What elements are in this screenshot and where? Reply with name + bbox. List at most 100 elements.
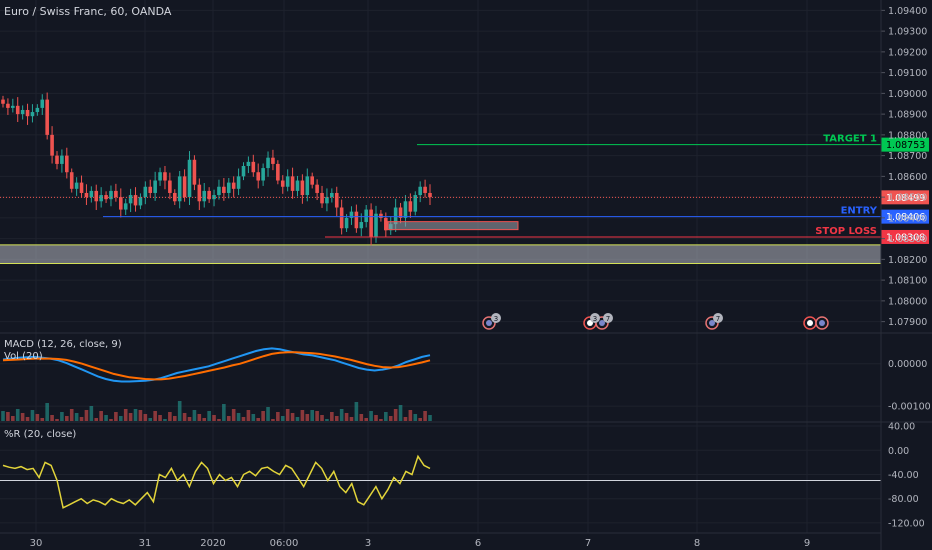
- candle-body[interactable]: [55, 155, 59, 164]
- candle-body[interactable]: [290, 176, 295, 191]
- candle-body[interactable]: [251, 161, 256, 173]
- candle-body[interactable]: [94, 190, 99, 202]
- candle-body[interactable]: [226, 182, 231, 193]
- candle-body[interactable]: [423, 186, 427, 193]
- candle-body[interactable]: [408, 201, 413, 212]
- candle-body[interactable]: [379, 213, 383, 218]
- candle-body[interactable]: [133, 195, 138, 206]
- candle-body[interactable]: [15, 105, 20, 115]
- candle-body[interactable]: [153, 180, 157, 193]
- event-count-badge[interactable]: [713, 313, 723, 323]
- candle-body[interactable]: [359, 222, 364, 229]
- candle-body[interactable]: [50, 134, 54, 156]
- candle-body[interactable]: [138, 197, 143, 206]
- candle-body[interactable]: [207, 190, 211, 200]
- williams-r-line[interactable]: [2, 454, 431, 509]
- candle-body[interactable]: [74, 182, 79, 189]
- candle-body[interactable]: [295, 180, 300, 191]
- candle-body[interactable]: [330, 192, 334, 198]
- candle-body[interactable]: [285, 176, 290, 187]
- candle-body[interactable]: [104, 195, 108, 200]
- candle-body[interactable]: [374, 213, 378, 237]
- signal-line[interactable]: [2, 351, 431, 381]
- candle-body[interactable]: [403, 201, 408, 218]
- candle-body[interactable]: [222, 186, 226, 193]
- candle-body[interactable]: [168, 180, 172, 193]
- support-zone[interactable]: [0, 244, 881, 264]
- candle-body[interactable]: [40, 99, 45, 108]
- candle-body[interactable]: [11, 105, 15, 108]
- candle-body[interactable]: [123, 203, 128, 210]
- candle-body[interactable]: [25, 109, 30, 117]
- candle-body[interactable]: [182, 176, 187, 198]
- candle-body[interactable]: [256, 172, 261, 181]
- order-marker-box[interactable]: [387, 221, 519, 231]
- candle-body[interactable]: [271, 157, 275, 164]
- candle-body[interactable]: [310, 176, 315, 185]
- candle-body[interactable]: [354, 211, 359, 229]
- williams-r-pane[interactable]: %R (20, close): [0, 429, 881, 509]
- candle-body[interactable]: [325, 197, 329, 204]
- candle-body[interactable]: [69, 172, 74, 189]
- candle-body[interactable]: [30, 112, 35, 117]
- candle-body[interactable]: [217, 186, 221, 196]
- candle-body[interactable]: [369, 209, 373, 237]
- candle-body[interactable]: [364, 209, 368, 223]
- candle-body[interactable]: [148, 186, 153, 193]
- candle-body[interactable]: [413, 195, 418, 212]
- candle-body[interactable]: [99, 195, 103, 202]
- candle-body[interactable]: [192, 159, 197, 185]
- candle-body[interactable]: [266, 157, 270, 169]
- candle-body[interactable]: [344, 217, 349, 229]
- candle-body[interactable]: [60, 155, 64, 164]
- candle-body[interactable]: [45, 99, 49, 135]
- candle-body[interactable]: [305, 176, 310, 196]
- candle-body[interactable]: [334, 192, 339, 208]
- candle-body[interactable]: [349, 211, 354, 218]
- candle-body[interactable]: [109, 190, 113, 200]
- candle-body[interactable]: [35, 107, 40, 113]
- macd-pane[interactable]: MACD (12, 26, close, 9)Vol (20): [1, 339, 432, 421]
- candle-body[interactable]: [158, 172, 162, 181]
- candle-body[interactable]: [197, 184, 202, 202]
- candle-body[interactable]: [177, 176, 182, 202]
- candle-body[interactable]: [276, 163, 280, 181]
- candle-body[interactable]: [6, 103, 10, 108]
- candle-body[interactable]: [384, 217, 388, 231]
- candle-body[interactable]: [428, 192, 432, 198]
- candle-body[interactable]: [231, 182, 236, 189]
- candle-body[interactable]: [20, 109, 25, 115]
- candle-body[interactable]: [1, 99, 5, 104]
- candle-body[interactable]: [89, 190, 94, 198]
- candle-body[interactable]: [128, 195, 133, 204]
- candle-body[interactable]: [65, 155, 69, 173]
- event-count-badge[interactable]: [590, 313, 600, 323]
- symbol-title[interactable]: Euro / Swiss Franc, 60, OANDA: [4, 5, 172, 18]
- candle-body[interactable]: [398, 207, 403, 218]
- candle-body[interactable]: [418, 186, 422, 196]
- candle-body[interactable]: [202, 190, 207, 202]
- macd-line[interactable]: [2, 347, 431, 383]
- candle-body[interactable]: [79, 182, 84, 193]
- event-count-badge[interactable]: [491, 313, 501, 323]
- candle-body[interactable]: [241, 166, 246, 177]
- candle-body[interactable]: [163, 172, 167, 181]
- candle-body[interactable]: [261, 168, 265, 181]
- candle-body[interactable]: [118, 197, 123, 210]
- candle-body[interactable]: [300, 180, 305, 196]
- candle-body[interactable]: [339, 207, 344, 229]
- event-count-badge[interactable]: [603, 313, 613, 323]
- candle-body[interactable]: [236, 176, 241, 189]
- candle-body[interactable]: [315, 184, 319, 193]
- candle-body[interactable]: [393, 207, 398, 225]
- candle-body[interactable]: [320, 192, 324, 204]
- candle-body[interactable]: [246, 161, 251, 166]
- candle-body[interactable]: [212, 195, 216, 200]
- candle-body[interactable]: [143, 186, 148, 198]
- candle-body[interactable]: [280, 180, 285, 187]
- candle-body[interactable]: [114, 190, 118, 198]
- candle-body[interactable]: [187, 159, 192, 198]
- candle-body[interactable]: [84, 192, 89, 198]
